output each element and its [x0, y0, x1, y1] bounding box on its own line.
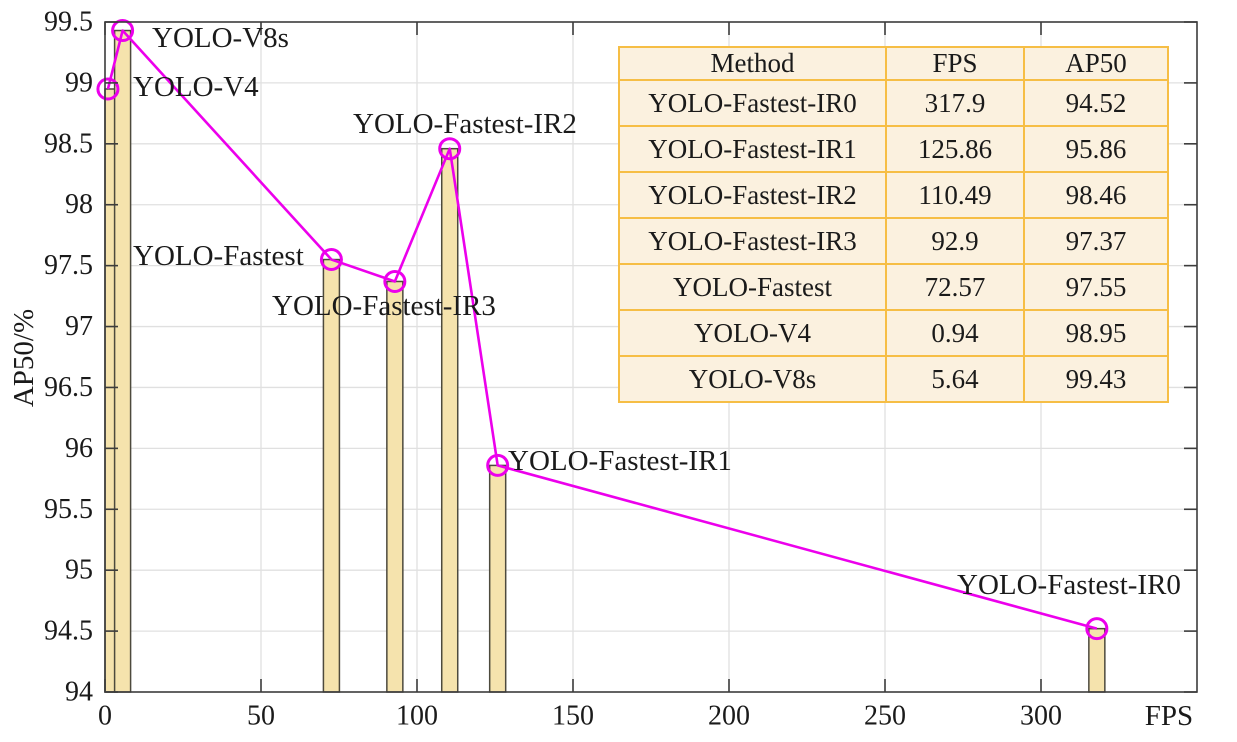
bar-YOLO-Fastest: [322, 258, 341, 693]
results-table: Method FPS AP50 YOLO-Fastest-IR0 317.9 94.52 Y…: [618, 46, 1169, 403]
y-tick-label: 95.5: [44, 494, 93, 525]
table-cell: YOLO-V4: [618, 309, 887, 357]
table-cell: 5.64: [885, 355, 1025, 403]
table-header-row: Method FPS AP50: [618, 46, 1169, 81]
table-cell: YOLO-V8s: [618, 355, 887, 403]
table-row: YOLO-Fastest 72.57 97.55: [618, 263, 1169, 311]
axes-box: [104, 21, 1198, 693]
x-tick-label: 200: [708, 701, 750, 732]
data-point-YOLO-Fastest-IR2: [438, 137, 462, 161]
table-cell: 97.55: [1023, 263, 1169, 311]
table-row: YOLO-Fastest-IR2 110.49 98.46: [618, 171, 1169, 219]
bar-YOLO-V8s: [113, 29, 132, 693]
y-tick-label: 99: [65, 67, 93, 98]
x-tick-label: 250: [864, 701, 906, 732]
table-cell: 92.9: [885, 217, 1025, 265]
y-tick-label: 99.5: [44, 7, 93, 38]
data-point-YOLO-Fastest: [319, 248, 343, 272]
x-tick-label: 300: [1020, 701, 1062, 732]
table-cell: YOLO-Fastest-IR0: [618, 79, 887, 127]
table-row: YOLO-Fastest-IR0 317.9 94.52: [618, 79, 1169, 127]
y-tick-label: 94.5: [44, 616, 93, 647]
data-point-YOLO-Fastest-IR3: [383, 269, 407, 293]
bar-YOLO-Fastest-IR1: [488, 464, 507, 693]
table-cell: 98.95: [1023, 309, 1169, 357]
y-tick-label: 94: [65, 677, 93, 708]
y-tick-label: 98: [65, 189, 93, 220]
method-fps-ap50-table: Method FPS AP50 YOLO-Fastest-IR0 317.9 94.52 Y…: [618, 46, 1169, 403]
x-axis-label: FPS: [1144, 700, 1194, 732]
point-annotation: YOLO-Fastest-IR2: [353, 108, 577, 140]
bar-YOLO-Fastest-IR3: [386, 280, 404, 693]
table-row: YOLO-V8s 5.64 99.43: [618, 355, 1169, 403]
data-point-YOLO-Fastest-IR1: [486, 453, 510, 477]
series-line: [106, 29, 1098, 630]
y-tick-label: 97.5: [44, 250, 93, 281]
data-point-YOLO-V8s: [111, 19, 135, 43]
table-header-cell: FPS: [885, 46, 1025, 81]
data-point-YOLO-V4: [96, 77, 120, 101]
table-cell: YOLO-Fastest-IR2: [618, 171, 887, 219]
x-tick-label: 0: [98, 701, 112, 732]
point-annotation: YOLO-Fastest-IR0: [957, 569, 1181, 601]
point-annotation: YOLO-V4: [133, 71, 259, 103]
y-tick-label: 95: [65, 555, 93, 586]
x-tick-label: 100: [396, 701, 438, 732]
data-point-YOLO-Fastest-IR0: [1085, 617, 1109, 641]
table-cell: 110.49: [885, 171, 1025, 219]
table-row: YOLO-Fastest-IR3 92.9 97.37: [618, 217, 1169, 265]
table-cell: YOLO-Fastest-IR1: [618, 125, 887, 173]
table-cell: 99.43: [1023, 355, 1169, 403]
y-tick-label: 96.5: [44, 372, 93, 403]
table-cell: 98.46: [1023, 171, 1169, 219]
point-annotation: YOLO-Fastest-IR3: [272, 290, 496, 322]
table-cell: 0.94: [885, 309, 1025, 357]
y-tick-label: 97: [65, 311, 93, 342]
table-cell: 97.37: [1023, 217, 1169, 265]
point-annotation: YOLO-Fastest-IR1: [508, 445, 732, 477]
x-tick-label: 50: [247, 701, 275, 732]
table-cell: 94.52: [1023, 79, 1169, 127]
y-axis-label: AP50/%: [8, 308, 40, 408]
table-row: YOLO-V4 0.94 98.95: [618, 309, 1169, 357]
table-row: YOLO-Fastest-IR1 125.86 95.86: [618, 125, 1169, 173]
table-cell: YOLO-Fastest: [618, 263, 887, 311]
y-tick-label: 96: [65, 433, 93, 464]
y-tick-label: 98.5: [44, 128, 93, 159]
table-cell: 95.86: [1023, 125, 1169, 173]
table-cell: 125.86: [885, 125, 1025, 173]
x-tick-label: 150: [552, 701, 594, 732]
table-header-cell: AP50: [1023, 46, 1169, 81]
table-cell: YOLO-Fastest-IR3: [618, 217, 887, 265]
table-header-cell: Method: [618, 46, 887, 81]
table-cell: 72.57: [885, 263, 1025, 311]
point-annotation: YOLO-V8s: [152, 22, 289, 54]
point-annotation: YOLO-Fastest: [133, 240, 304, 272]
bar-YOLO-Fastest-IR2: [440, 147, 459, 693]
table-cell: 317.9: [885, 79, 1025, 127]
